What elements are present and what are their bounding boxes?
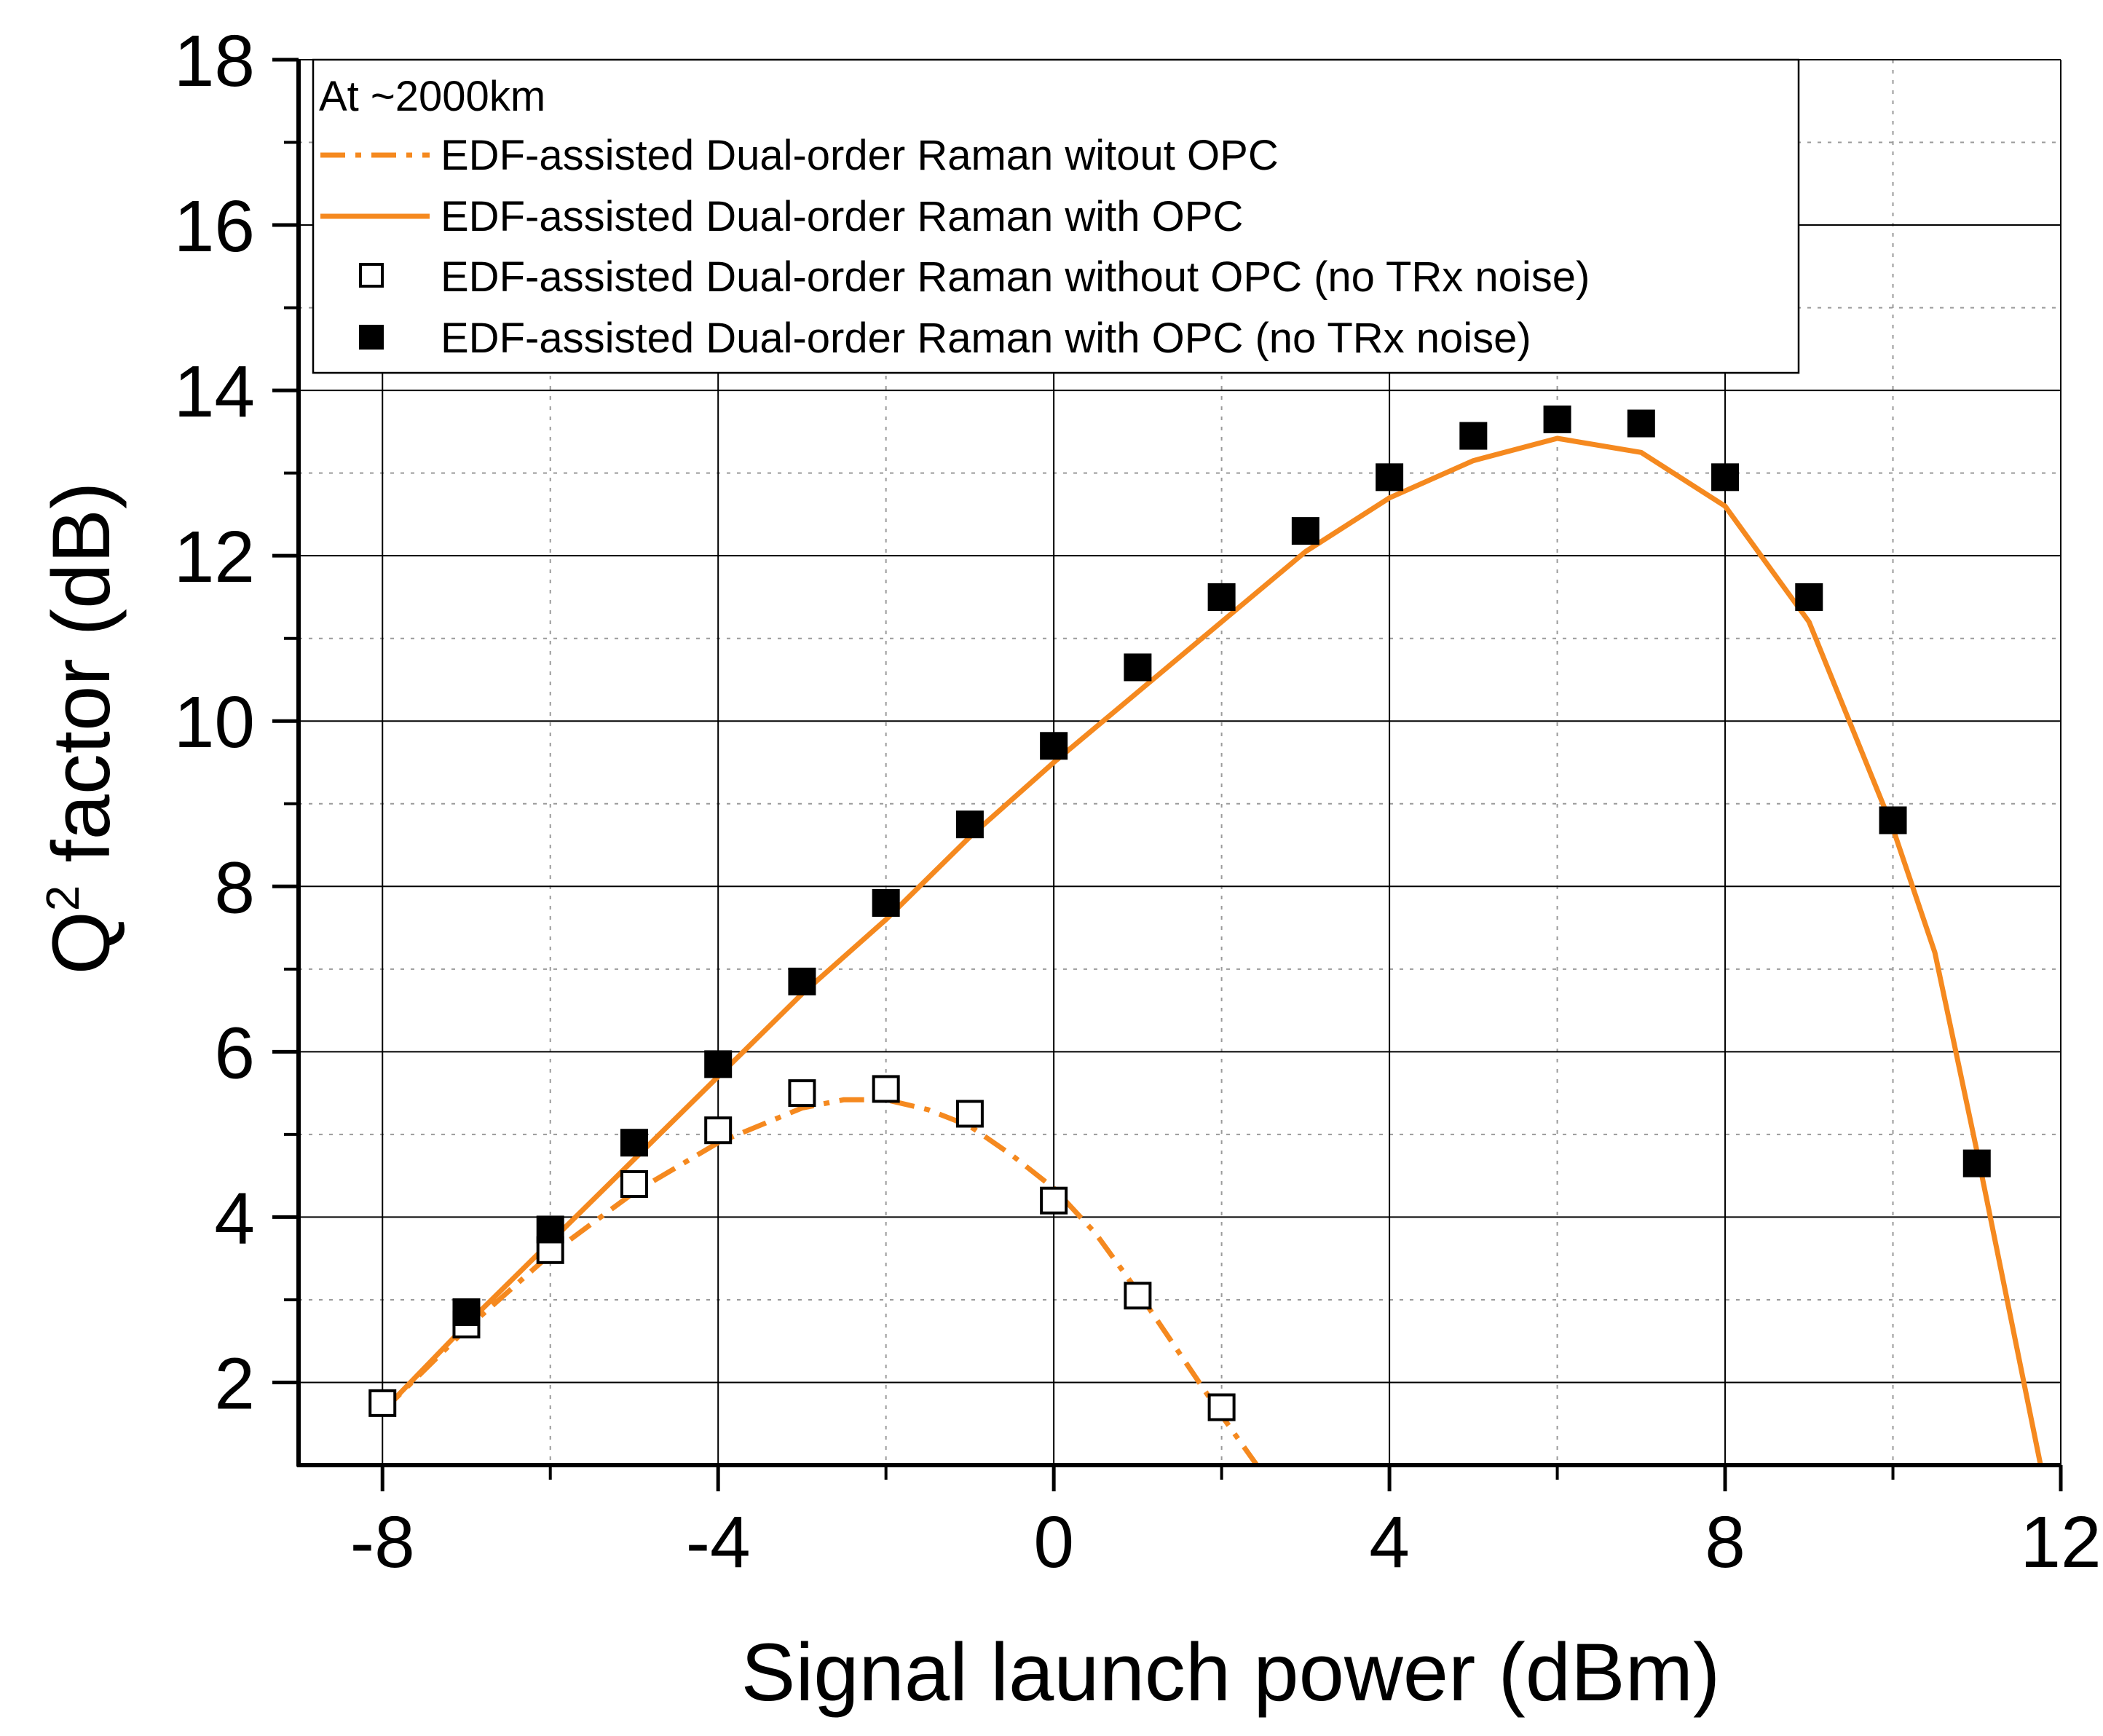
y-tick-label: 6 <box>214 1012 255 1094</box>
marker-open-square <box>368 1389 397 1417</box>
legend-label-with-opc-no-trx: EDF-assisted Dual-order Raman with OPC (… <box>441 315 1531 362</box>
marker-filled-square <box>704 1050 733 1078</box>
series-line-with-opc <box>380 435 2043 1466</box>
legend-header: At ~2000km <box>319 73 545 120</box>
y-tick-label: 8 <box>214 847 255 928</box>
marker-filled-square <box>1627 409 1655 438</box>
marker-filled-square <box>788 967 816 995</box>
y-tick-label: 2 <box>214 1343 255 1424</box>
y-tick-label: 4 <box>214 1177 255 1259</box>
y-tick-label: 12 <box>174 516 255 598</box>
series-lines <box>380 435 2043 1467</box>
y-axis-title-rest: factor (dB) <box>36 482 127 885</box>
marker-filled-square <box>1124 653 1152 682</box>
marker-open-square <box>1124 1282 1152 1310</box>
legend-swatch-open-square <box>359 263 384 288</box>
x-tick-label: 8 <box>1705 1502 1745 1583</box>
tick-labels: -8 -4 0 4 8 12 2 4 6 8 10 12 14 16 18 <box>174 20 2102 1583</box>
legend-label-without-opc-no-trx: EDF-assisted Dual-order Raman without OP… <box>441 253 1590 301</box>
marker-filled-square <box>872 889 900 917</box>
x-tick-label: 4 <box>1369 1502 1410 1583</box>
marker-filled-square <box>1459 422 1488 450</box>
y-tick-label: 10 <box>174 682 255 763</box>
markers <box>368 405 1991 1421</box>
marker-filled-square <box>1040 732 1068 760</box>
y-tick-label: 16 <box>174 186 255 267</box>
marker-open-square <box>620 1170 648 1198</box>
marker-filled-square <box>620 1129 648 1157</box>
marker-open-square <box>788 1079 816 1108</box>
marker-filled-square <box>1879 806 1907 835</box>
legend-swatch-filled-square <box>359 325 384 350</box>
axes <box>272 58 2063 1491</box>
marker-filled-square <box>1207 583 1236 611</box>
marker-filled-square <box>1795 583 1823 611</box>
legend-label-with-opc: EDF-assisted Dual-order Raman with OPC <box>441 193 1243 240</box>
marker-open-square <box>704 1116 733 1145</box>
marker-filled-square <box>955 810 984 839</box>
marker-open-square <box>872 1075 900 1103</box>
marker-open-square <box>955 1100 984 1128</box>
x-tick-label: -4 <box>686 1502 751 1583</box>
marker-open-square <box>1207 1393 1236 1421</box>
marker-filled-square <box>536 1215 564 1244</box>
marker-open-square <box>1040 1186 1068 1215</box>
series-line-without-opc <box>380 1097 1259 1467</box>
x-tick-label: -8 <box>350 1502 415 1583</box>
marker-filled-square <box>1962 1149 1991 1177</box>
y-tick-label: 18 <box>174 20 255 102</box>
legend: At ~2000km EDF-assisted Dual-order Raman… <box>312 58 1800 374</box>
legend-box <box>312 58 1800 374</box>
marker-filled-square <box>1291 517 1319 545</box>
marker-filled-square <box>1543 405 1571 433</box>
marker-filled-square <box>1711 463 1740 492</box>
legend-label-without-opc: EDF-assisted Dual-order Raman witout OPC <box>441 132 1279 179</box>
y-axis-title-q: Q <box>36 911 127 974</box>
y-axis-title: Q2 factor (dB) <box>36 482 127 975</box>
y-axis-title-superscript: 2 <box>36 885 89 912</box>
marker-filled-square <box>1376 463 1404 492</box>
marker-filled-square <box>452 1298 481 1326</box>
x-tick-label: 12 <box>2020 1502 2101 1583</box>
x-axis-title: Signal launch power (dBm) <box>741 1627 1721 1718</box>
x-tick-label: 0 <box>1033 1502 1074 1583</box>
y-tick-label: 14 <box>174 351 255 433</box>
